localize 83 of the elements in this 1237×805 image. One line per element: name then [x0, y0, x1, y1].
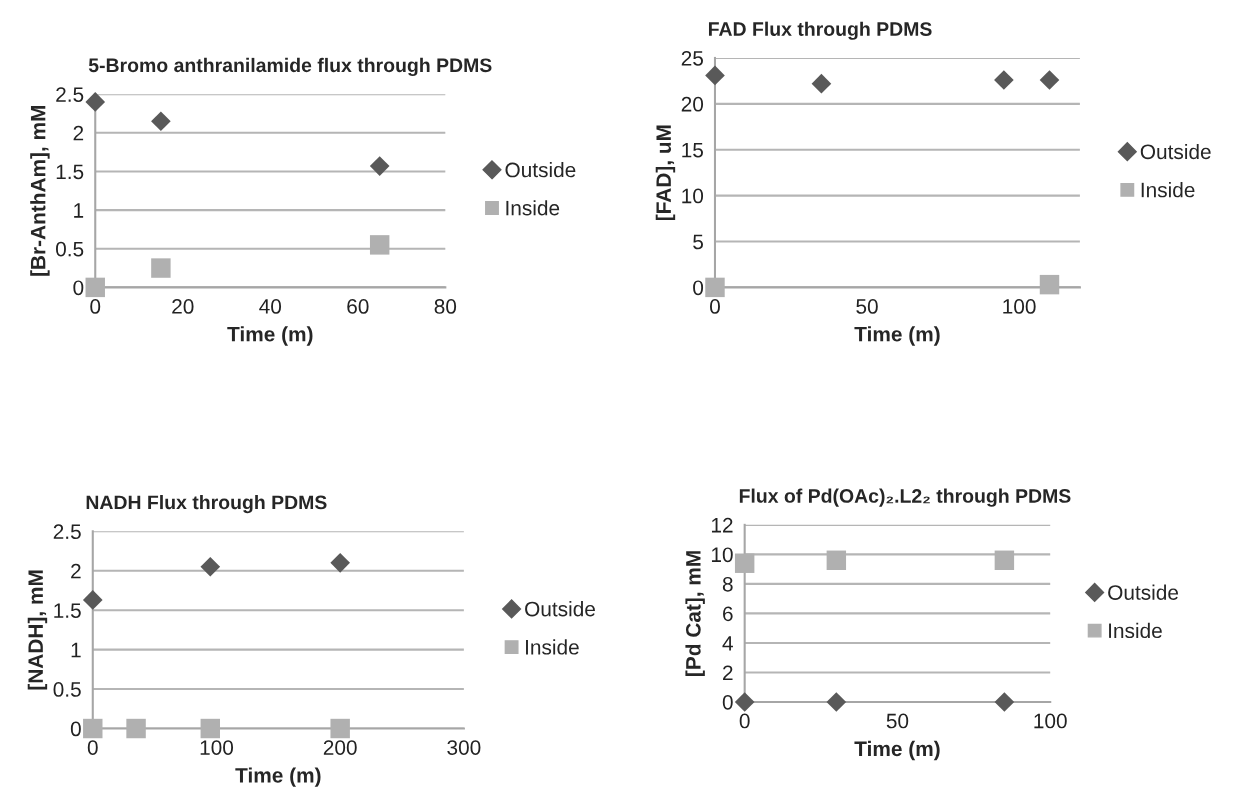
chart-title: Flux of Pd(OAc)₂.L2₂ through PDMS — [739, 488, 1071, 507]
y-tick-label: 25 — [681, 50, 703, 66]
y-tick-label: 4 — [722, 636, 733, 651]
point — [151, 111, 171, 132]
legend-label: Inside — [526, 639, 579, 655]
y-tick-label: 2 — [723, 665, 733, 680]
x-tick-label: 60 — [347, 299, 369, 314]
point — [126, 718, 146, 739]
y-axis-title: [FAD], uM — [655, 125, 676, 221]
point — [734, 553, 755, 573]
point — [200, 718, 221, 739]
x-tick-label: 200 — [323, 740, 357, 755]
point — [369, 235, 390, 255]
point — [811, 73, 832, 94]
y-tick-label: 1.5 — [56, 164, 84, 180]
x-tick-label: 0 — [90, 299, 101, 314]
y-tick-label: 10 — [711, 547, 733, 563]
legend-label: Inside — [1109, 622, 1162, 639]
x-tick-label: 0 — [739, 713, 750, 729]
x-axis-title: Time (m) — [227, 326, 313, 346]
point — [82, 590, 103, 610]
point — [705, 65, 725, 86]
point — [734, 692, 755, 712]
point — [826, 550, 847, 570]
y-tick-label: 10 — [682, 188, 704, 204]
x-tick-label: 100 — [200, 740, 234, 755]
point — [994, 692, 1015, 712]
point — [85, 92, 106, 112]
y-tick-label: 0 — [73, 280, 84, 296]
y-tick-label: 2.5 — [56, 87, 84, 102]
chart-title: NADH Flux through PDMS — [86, 494, 327, 514]
y-tick-label: 1 — [71, 642, 81, 658]
point — [369, 156, 390, 176]
chart-title: 5-Bromo anthranilamide flux through PDMS — [88, 57, 492, 77]
y-tick-label: 20 — [681, 96, 704, 112]
x-tick-label: 0 — [87, 740, 98, 755]
x-tick-label: 80 — [434, 299, 457, 314]
y-tick-label: 8 — [722, 576, 733, 592]
x-tick-label: 300 — [447, 740, 481, 755]
legend-label: Outside — [525, 601, 595, 617]
y-tick-label: 6 — [723, 606, 733, 622]
x-tick-label: 100 — [1034, 713, 1067, 729]
y-tick-label: 5 — [693, 234, 703, 250]
y-axis-title: [NADH], mM — [27, 570, 48, 690]
x-tick-label: 50 — [856, 299, 878, 314]
y-tick-label: 0.5 — [55, 241, 84, 257]
chart-title: FAD Flux through PDMS — [708, 21, 932, 40]
point — [994, 550, 1015, 570]
y-axis-title: [Br-AnthAm], mM — [30, 105, 50, 276]
point — [85, 277, 105, 298]
y-tick-label: 0 — [722, 694, 733, 710]
point — [151, 258, 171, 278]
y-tick-label: 2.5 — [53, 524, 81, 540]
x-axis-title: Time (m) — [854, 740, 940, 761]
x-tick-label: 20 — [172, 299, 194, 314]
x-tick-label: 100 — [1003, 299, 1036, 314]
y-tick-label: 1.5 — [54, 603, 81, 618]
y-tick-label: 12 — [711, 517, 733, 533]
legend-label: Outside — [1140, 143, 1211, 160]
point — [1039, 274, 1060, 295]
x-tick-label: 40 — [259, 299, 282, 314]
x-axis-title: Time (m) — [854, 326, 940, 346]
y-tick-label: 0 — [693, 280, 704, 296]
point — [200, 556, 221, 577]
y-tick-label: 2 — [73, 125, 84, 141]
legend-label: Inside — [506, 200, 560, 216]
y-tick-label: 1 — [74, 203, 84, 218]
point — [705, 277, 725, 298]
point — [1039, 70, 1060, 90]
point — [83, 718, 103, 739]
y-axis-title: [Pd Cat], mM — [685, 551, 705, 676]
y-tick-label: 15 — [682, 142, 703, 158]
point — [330, 553, 350, 573]
legend-label: Inside — [1141, 182, 1195, 198]
point — [330, 718, 350, 739]
point — [826, 692, 847, 712]
legend-label: Outside — [1108, 584, 1179, 600]
point — [994, 70, 1014, 90]
y-tick-label: 2 — [71, 563, 81, 579]
legend-label: Outside — [505, 161, 576, 178]
x-axis-title: Time (m) — [235, 767, 321, 787]
x-tick-label: 50 — [886, 713, 909, 729]
y-tick-label: 0.5 — [53, 682, 81, 697]
